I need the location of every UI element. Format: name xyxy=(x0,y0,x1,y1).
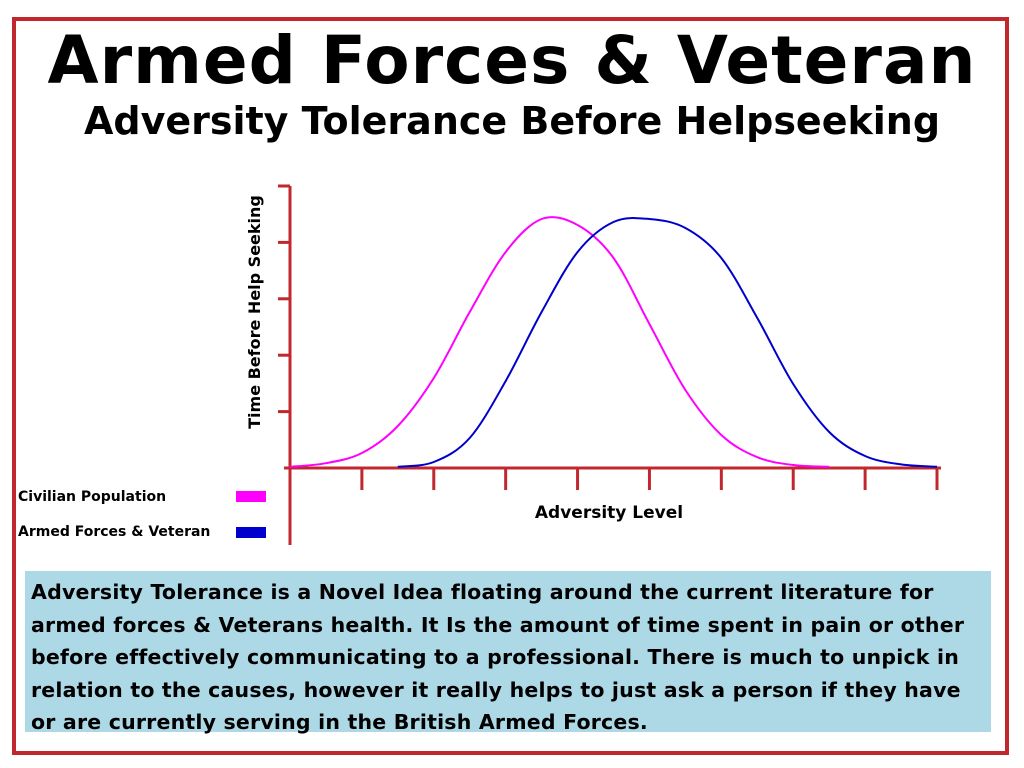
legend-label-civilian: Civilian Population xyxy=(18,489,167,505)
legend-label-armed-forces: Armed Forces & Veteran xyxy=(18,524,211,540)
x-axis-label: Adversity Level xyxy=(535,503,683,523)
slide-subtitle: Adversity Tolerance Before Helpseeking xyxy=(83,99,941,143)
y-axis-label: Time Before Help Seeking xyxy=(245,195,264,429)
legend-swatch-civilian xyxy=(236,491,266,502)
slide-title: Armed Forces & Veteran xyxy=(47,22,977,99)
legend-swatch-armed-forces xyxy=(236,527,266,538)
explanation-note: Adversity Tolerance is a Novel Idea floa… xyxy=(25,571,991,734)
slide-border xyxy=(12,17,1009,755)
series-line-armed-forces xyxy=(397,217,938,468)
series-line-civilian xyxy=(289,216,830,468)
